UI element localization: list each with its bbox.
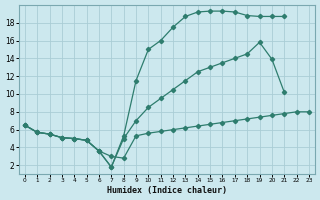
X-axis label: Humidex (Indice chaleur): Humidex (Indice chaleur)	[107, 186, 227, 195]
